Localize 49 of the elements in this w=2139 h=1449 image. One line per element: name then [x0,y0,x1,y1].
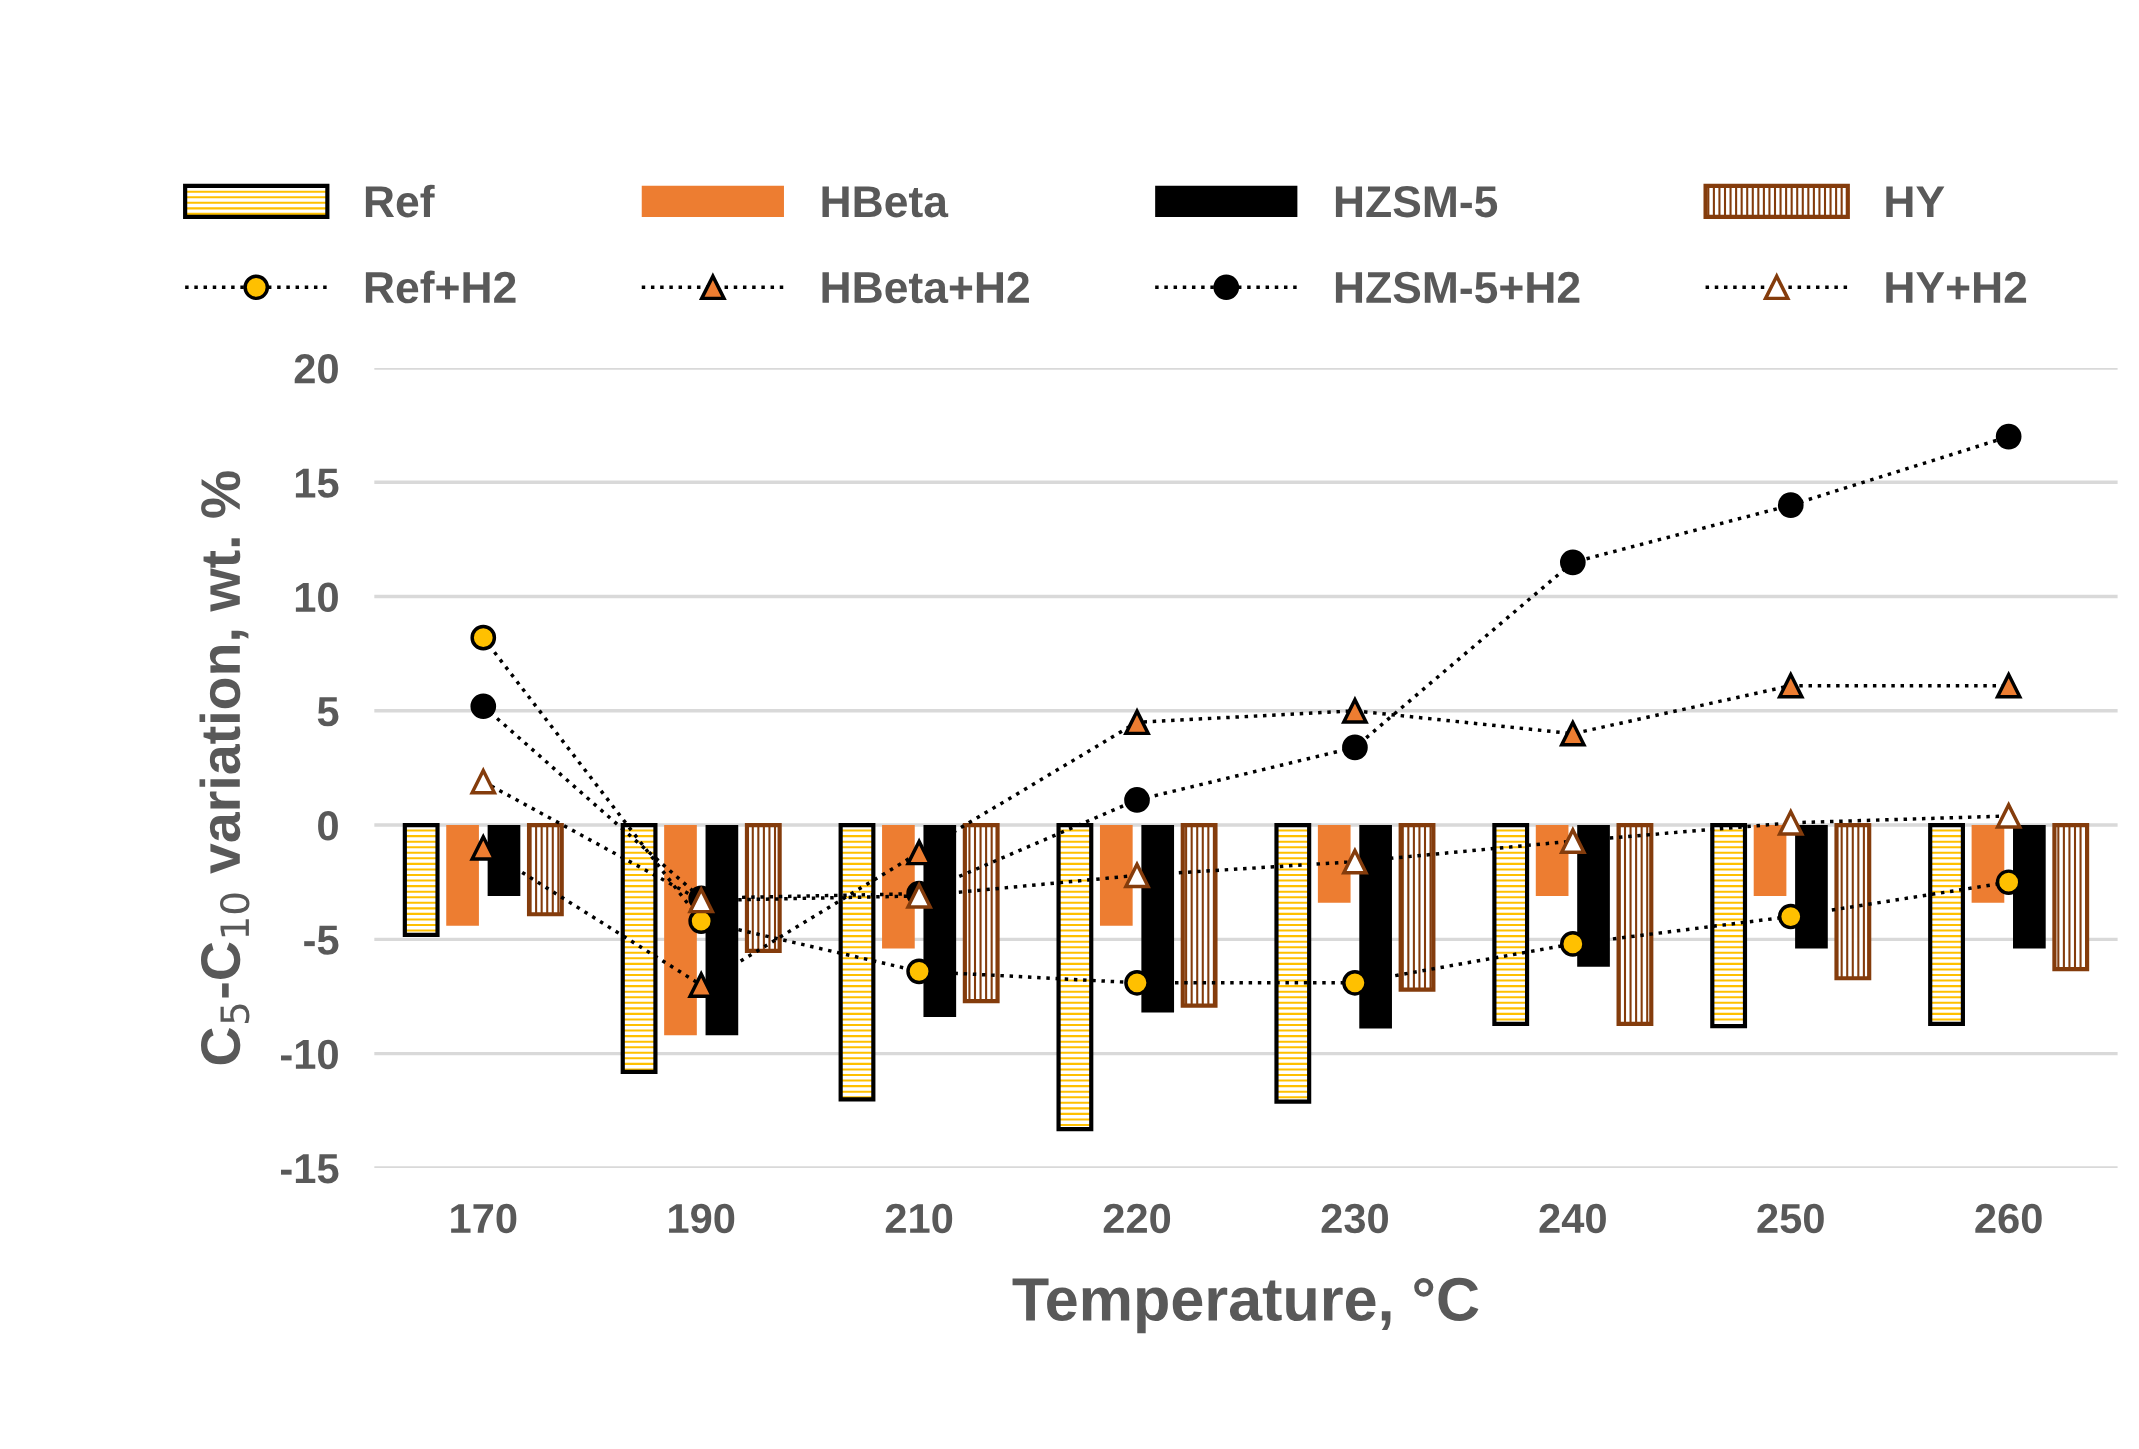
point [1342,734,1368,761]
x-tick-label: 220 [1103,1203,1171,1234]
y-tick-label: -15 [281,1154,339,1184]
x-tick-label: 170 [451,1203,517,1234]
point [1995,803,2022,829]
point [1559,828,1586,854]
point [1995,423,2022,450]
y-tick-label: 5 [317,697,339,727]
point [470,693,497,720]
point [1559,549,1586,576]
point [1342,969,1368,996]
legend-label: HZSM-5 [1335,185,1498,218]
x-axis-title: Temperature, °C [1012,1277,1479,1334]
y-tick-label: 20 [294,354,338,384]
point [469,766,498,795]
x-tick-label: 210 [885,1203,953,1234]
point [470,624,497,651]
legend-label: Ref [365,184,435,218]
y-tick-label: 0 [318,811,338,841]
legend-label: HBeta [822,186,949,218]
point [906,958,932,985]
point [1559,718,1587,747]
point [1776,670,1805,699]
point [1123,860,1151,889]
legend-label: HY+H2 [1886,271,2027,303]
legend-label: HZSM-5+H2 [1335,271,1580,304]
point [1341,846,1369,875]
x-tick-label: 190 [669,1203,735,1234]
y-axis-title: C$_{5}$-C$_{10}$ variation, wt. % [199,471,250,1065]
point [1124,969,1150,996]
x-tick-label: 230 [1321,1203,1388,1234]
point [1124,787,1150,813]
y-tick-label: 15 [295,468,339,498]
point [1124,709,1150,736]
point [1777,903,1804,930]
point [1559,931,1586,957]
x-tick-label: 260 [1975,1203,2042,1234]
legend-label: HY [1886,186,1945,217]
y-tick-label: -5 [304,925,339,955]
y-tick-label: -10 [281,1039,338,1070]
point [1777,492,1804,519]
x-tick-label: 240 [1539,1203,1606,1234]
x-tick-label: 250 [1757,1203,1824,1234]
y-tick-label: 10 [295,582,338,613]
legend-label: Ref+H2 [365,270,516,304]
point [1994,670,2023,699]
point [1777,807,1805,836]
point [1341,695,1369,724]
legend-label: HBeta+H2 [822,271,1029,304]
